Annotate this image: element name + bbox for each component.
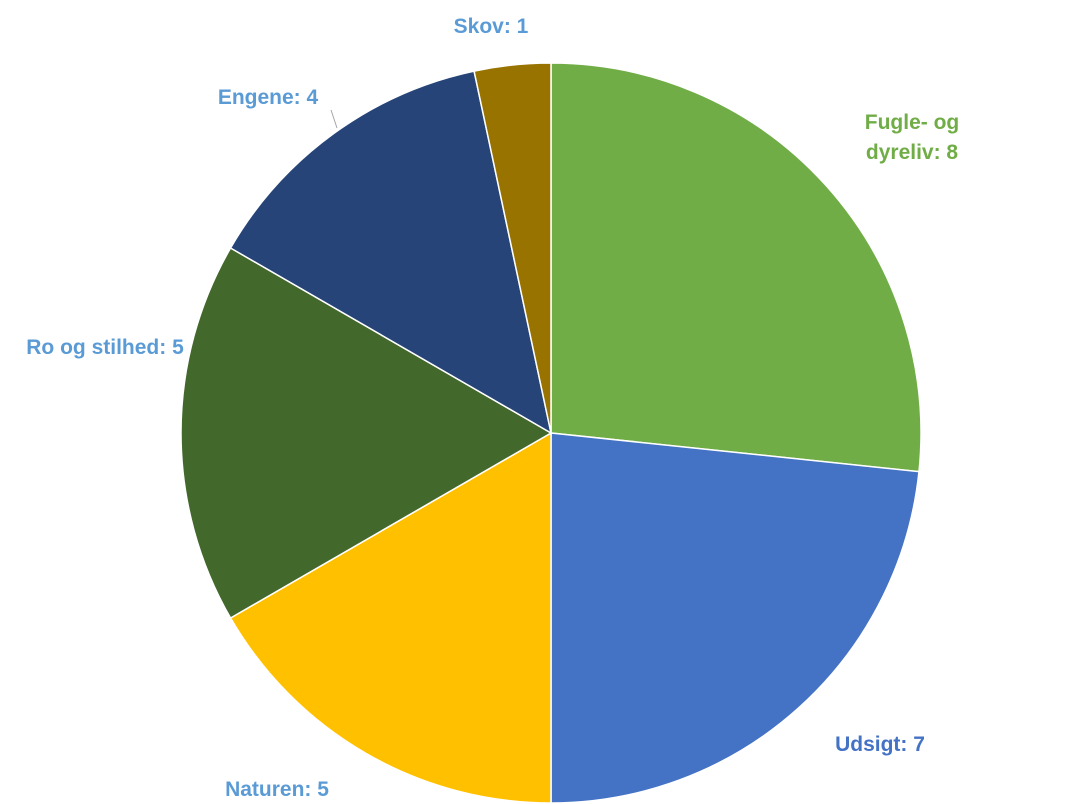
pie-slice	[229, 70, 553, 435]
data-label: Ro og stilhed: 5	[26, 336, 184, 359]
leader-line	[330, 109, 338, 129]
data-label: Udsigt: 7	[835, 733, 925, 756]
data-label: Naturen: 5	[225, 778, 329, 801]
pie-slice	[550, 432, 920, 804]
pie-slice	[550, 62, 922, 473]
pie-slice	[473, 62, 552, 434]
data-label: Fugle- og dyreliv: 8	[864, 111, 960, 164]
pie-slice	[229, 431, 552, 804]
data-label: Engene: 4	[217, 86, 319, 109]
pie-slice	[180, 246, 553, 620]
data-label: Skov: 1	[453, 15, 529, 38]
